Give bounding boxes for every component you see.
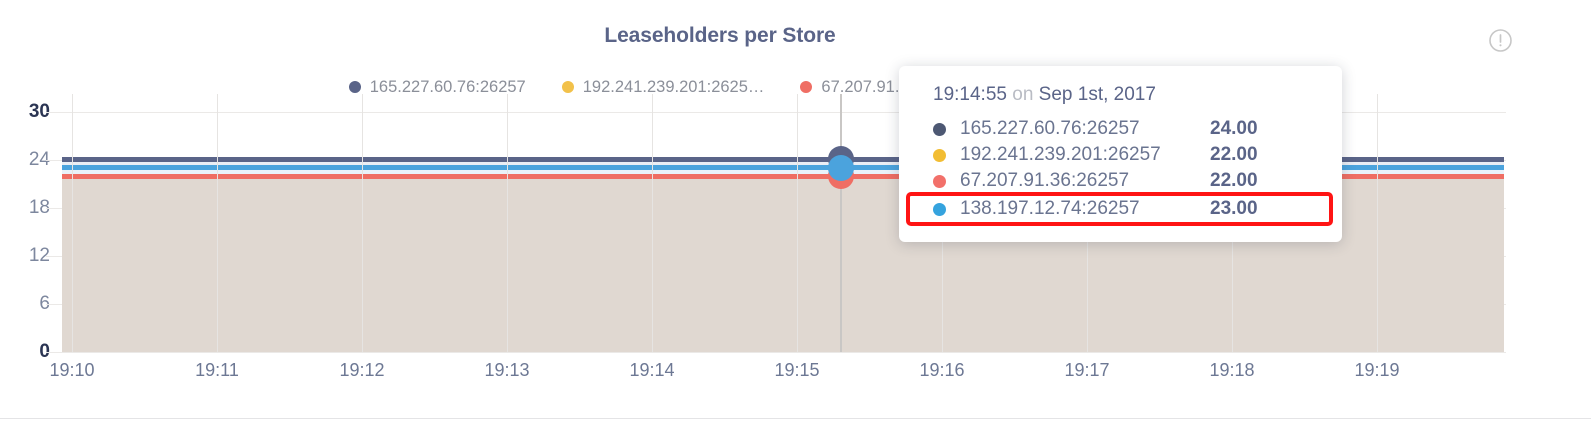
gridline-vertical (217, 94, 218, 352)
gridline-vertical (72, 94, 73, 352)
x-axis-tick: 19:15 (774, 360, 820, 380)
series-line-67-207-91-36 (62, 174, 1504, 179)
x-axis-tick: 19:18 (1209, 360, 1255, 380)
legend-item-label: 192.241.239.201:2625… (582, 78, 765, 96)
y-axis-tick: 12 (28, 245, 50, 266)
x-axis-tick: 19:11 (195, 360, 239, 380)
tooltip-on-word: on (1012, 84, 1034, 105)
tooltip-swatch-icon (933, 174, 946, 188)
gridline-vertical (652, 94, 653, 352)
legend-item[interactable]: 192.241.239.201:2625… (561, 78, 765, 96)
tooltip-row-label: 165.227.60.76:26257 (960, 118, 1140, 139)
tooltip-row-label: 138.197.12.74:26257 (960, 198, 1140, 219)
y-axis-tick: 24 (28, 149, 50, 170)
x-axis-tick: 19:16 (919, 360, 965, 380)
bottom-divider (0, 418, 1591, 419)
y-axis-tick: 0 (39, 341, 50, 362)
tooltip-row: 67.207.91.36:26257 22.00 (899, 168, 1342, 194)
tooltip-header: 19:14:55 on Sep 1st, 2017 (899, 84, 1342, 116)
series-band-light (62, 168, 1504, 177)
x-axis-tick: 19:12 (339, 360, 385, 380)
hover-point-138-197-12-74 (828, 155, 854, 181)
y-axis-tick: 18 (28, 197, 50, 218)
tooltip-swatch-icon (933, 202, 946, 216)
x-axis-tick: 19:10 (49, 360, 95, 380)
exclamation-circle-icon[interactable] (1488, 28, 1513, 53)
tooltip-row-value: 24.00 (1210, 118, 1258, 139)
x-axis-tick: 19:17 (1064, 360, 1110, 380)
tooltip-date: Sep 1st, 2017 (1038, 84, 1156, 105)
series-band-pale (62, 160, 1504, 166)
tooltip-row-highlighted: 138.197.12.74:26257 23.00 (906, 192, 1333, 226)
tooltip-row-label: 67.207.91.36:26257 (960, 170, 1130, 191)
x-axis-tick: 19:14 (629, 360, 675, 380)
legend-swatch-icon (561, 81, 574, 94)
gridline-vertical (507, 94, 508, 352)
legend-swatch-icon (348, 81, 361, 94)
tooltip-row-value: 22.00 (1210, 170, 1258, 191)
tooltip-row-value: 23.00 (1210, 198, 1258, 219)
legend-item[interactable]: 165.227.60.76:26257 (348, 78, 526, 96)
y-axis: 30 24 18 12 6 0 (0, 101, 50, 362)
plot-area[interactable] (46, 94, 1506, 353)
x-axis: 19:10 19:11 19:12 19:13 19:14 19:15 19:1… (49, 360, 1504, 388)
tooltip-swatch-icon (933, 148, 946, 162)
gridline-horizontal (46, 352, 1506, 353)
page-title: Leaseholders per Store (604, 24, 836, 47)
hover-tooltip: 19:14:55 on Sep 1st, 2017 165.227.60.76:… (899, 66, 1342, 242)
y-axis-tick: 30 (28, 101, 50, 122)
hover-crosshair (840, 94, 842, 352)
tooltip-row: 165.227.60.76:26257 24.00 (899, 116, 1342, 142)
tooltip-row-value: 22.00 (1210, 144, 1258, 165)
series-line-165-227-60-76 (62, 157, 1504, 162)
gridline-vertical (362, 94, 363, 352)
y-axis-tick: 6 (39, 293, 50, 314)
gridline-vertical (797, 94, 798, 352)
x-axis-tick: 19:19 (1354, 360, 1400, 380)
legend-swatch-icon (800, 81, 813, 94)
tooltip-time: 19:14:55 (933, 84, 1007, 105)
legend-item-label: 165.227.60.76:26257 (369, 78, 526, 96)
x-axis-tick: 19:13 (484, 360, 530, 380)
tooltip-swatch-icon (933, 122, 946, 136)
tooltip-row: 192.241.239.201:26257 22.00 (899, 142, 1342, 168)
series-line-138-197-12-74 (62, 165, 1504, 170)
gridline-vertical (1377, 94, 1378, 352)
gridline-horizontal (46, 112, 1506, 113)
tooltip-row-label: 192.241.239.201:26257 (960, 144, 1161, 165)
